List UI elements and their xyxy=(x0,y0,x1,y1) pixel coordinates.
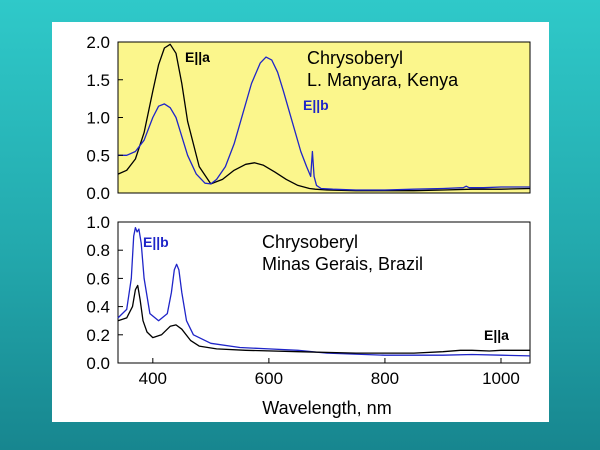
bottom-label-eb: E||b xyxy=(143,234,169,250)
bottom-plot-area xyxy=(117,221,531,364)
top-chart-subtitle: L. Manyara, Kenya xyxy=(307,70,459,90)
top-ytick-label: 1.0 xyxy=(86,109,110,128)
bottom-ytick-label: 0.4 xyxy=(86,298,110,317)
top-chart-title: Chrysoberyl xyxy=(307,48,403,68)
bottom-ytick-label: 0.8 xyxy=(86,241,110,260)
top-label-eb: E||b xyxy=(303,97,329,113)
bottom-xtick-label: 400 xyxy=(139,369,167,388)
bottom-series-e-b-line xyxy=(117,226,531,357)
top-ytick-label: 2.0 xyxy=(86,33,110,52)
bottom-chart-title: Chrysoberyl xyxy=(262,232,358,252)
top-ytick-label: 0.0 xyxy=(86,184,110,203)
bottom-label-ea: E||a xyxy=(484,327,509,343)
x-axis-label: Wavelength, nm xyxy=(262,398,391,418)
top-series-e-a-line xyxy=(117,43,531,192)
bottom-ytick-label: 0.2 xyxy=(86,326,110,345)
bottom-ytick-label: 0.6 xyxy=(86,269,110,288)
bottom-xtick-label: 600 xyxy=(255,369,283,388)
bottom-ytick-label: 1.0 xyxy=(86,213,110,232)
top-series-e-b-line xyxy=(118,56,530,191)
bottom-xtick-label: 1000 xyxy=(482,369,520,388)
bottom-xtick-label: 800 xyxy=(371,369,399,388)
top-ytick-label: 0.5 xyxy=(86,146,110,165)
bottom-series-e-a-line xyxy=(117,284,530,354)
top-ytick-label: 1.5 xyxy=(86,71,110,90)
top-label-ea: E||a xyxy=(185,49,210,65)
bottom-chart-subtitle: Minas Gerais, Brazil xyxy=(262,254,423,274)
bottom-ytick-label: 0.0 xyxy=(86,354,110,373)
